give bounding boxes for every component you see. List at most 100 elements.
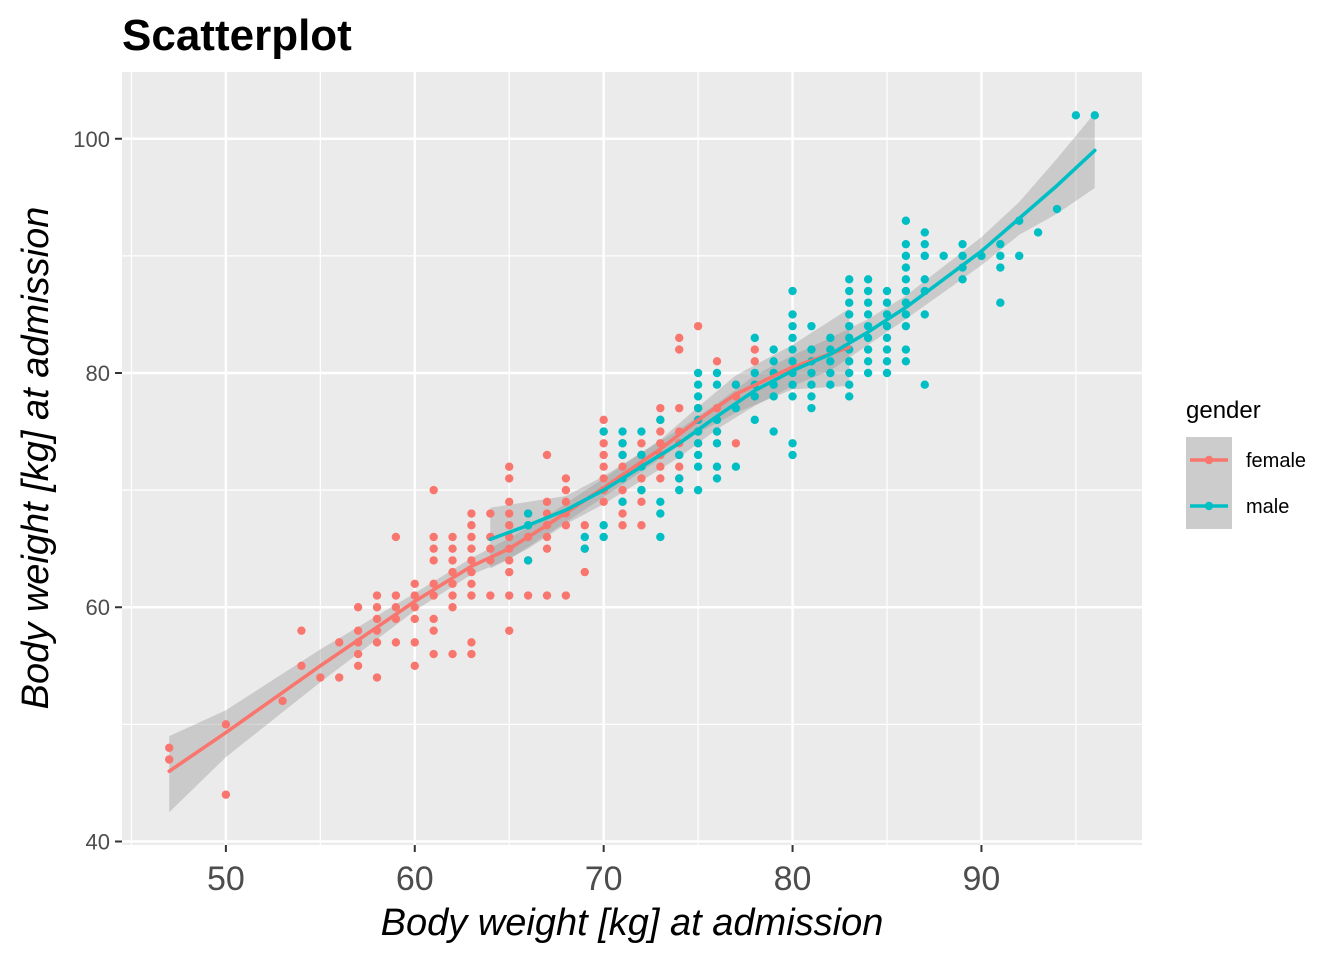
male-point [637,450,646,460]
male-point [693,450,703,460]
male-point [731,462,741,471]
female-point [675,403,684,413]
male-point [920,239,929,249]
female-point [467,521,476,530]
male-point [750,392,759,401]
female-point [391,532,401,542]
male-point [693,439,703,448]
female-point [618,521,627,530]
data-points [165,111,1099,799]
male-point [901,275,911,284]
male-point [996,298,1005,307]
male-point [712,380,722,389]
male-point [920,251,929,261]
female-point [429,532,438,542]
male-point [675,485,684,495]
female-point [580,567,589,577]
female-point [221,720,231,729]
female-point [561,591,571,600]
male-point [731,380,741,389]
male-point [901,216,911,225]
male-point [769,345,778,354]
male-point [826,368,835,378]
female-point [542,497,552,507]
legend-title: gender [1186,397,1261,424]
female-point [523,591,533,600]
female-point [448,532,457,542]
female-point [278,696,287,706]
female-point [486,544,495,553]
female-point [505,567,514,577]
female-point [505,591,514,600]
male-point [769,357,778,366]
male-point [901,239,911,249]
male-point [1071,111,1081,120]
female-point [448,591,457,600]
female-point [410,591,419,600]
female-point [505,626,514,635]
female-point [712,357,722,366]
male-point [863,275,873,284]
female-point [391,591,401,600]
female-point [372,614,382,624]
y-tick-label: 40 [86,829,110,854]
female-point [656,462,665,471]
female-point [505,509,514,518]
male-point [807,321,816,331]
smooth-lines [167,148,1097,774]
male-point [807,403,816,413]
male-point [901,321,911,331]
female-point [410,638,419,647]
female-point [580,521,589,530]
female-point [391,638,401,647]
male-point [863,286,873,296]
male-point [523,509,533,518]
female-point [542,450,552,460]
male-point [750,368,759,378]
male-point [920,275,929,284]
female-point [353,603,363,612]
female-point [618,462,627,471]
female-point [372,673,382,682]
female-point [448,556,457,565]
axes: 50 60 70 80 90 40 60 80 100 [73,127,1000,898]
male-point [712,368,722,378]
female-point [335,673,344,682]
male-point [675,450,684,460]
female-point [561,474,571,483]
male-point [958,239,967,249]
male-point [920,228,929,237]
male-point [882,368,892,378]
y-axis-label: Body weight [kg] at admission [15,207,57,710]
male-point [750,415,759,425]
female-point [410,579,419,589]
female-point [675,333,684,343]
female-point [316,673,325,682]
male-point [826,357,835,366]
female-point [486,591,495,600]
female-point [505,497,514,507]
female-point [467,638,476,647]
male-point [845,310,854,319]
male-point [788,450,797,460]
male-point [807,392,816,401]
male-point [882,298,892,307]
female-point [656,474,665,483]
female-point [505,474,514,483]
female-point [542,544,552,553]
x-tick-label: 50 [207,860,245,898]
x-axis-label: Body weight [kg] at admission [381,902,884,944]
female-point [675,345,684,354]
male-point [1033,228,1043,237]
female-point [618,485,627,495]
legend-marker-male [1204,501,1214,511]
male-point [693,485,703,495]
male-point [788,439,797,448]
female-point [599,450,608,460]
legend-marker-female [1204,455,1214,465]
female-point [637,439,646,448]
male-point [863,298,873,307]
female-point [372,603,382,612]
female-point [448,603,457,612]
female-point [599,474,608,483]
